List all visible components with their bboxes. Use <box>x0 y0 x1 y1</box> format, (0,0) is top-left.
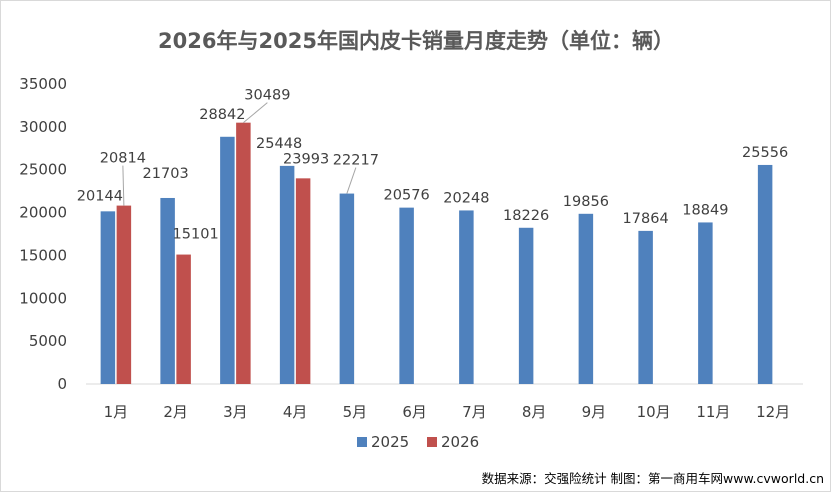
bars <box>100 122 773 384</box>
y-tick-label: 35000 <box>19 75 67 93</box>
x-axis: 1月 2月 3月 4月 5月 6月 7月 8月 9月 10月 11月 12月 <box>104 403 791 421</box>
label-leader-line <box>346 167 357 194</box>
y-tick-label: 30000 <box>19 118 67 136</box>
data-label: 21703 <box>143 166 189 182</box>
x-tick-label: 9月 <box>582 403 607 421</box>
legend-swatch-2026 <box>427 437 437 447</box>
bar-2025 <box>698 222 713 384</box>
legend-label-2026: 2026 <box>441 433 479 451</box>
legend-label-2025: 2025 <box>371 433 409 451</box>
y-tick-label: 25000 <box>19 161 67 179</box>
y-tick-label: 15000 <box>19 246 67 264</box>
y-axis: 0 5000 10000 15000 20000 25000 30000 35000 <box>19 75 67 393</box>
x-tick-label: 1月 <box>104 403 129 421</box>
data-labels: 20144 21703 28842 25448 22217 20576 20248 18226… <box>77 88 788 243</box>
data-label: 18226 <box>503 208 549 224</box>
bar-2025 <box>757 164 773 384</box>
x-tick-label: 5月 <box>343 403 368 421</box>
y-tick-label: 20000 <box>19 204 67 222</box>
label-leader-line <box>122 165 125 206</box>
chart-title: 2026年与2025年国内皮卡销量月度走势（单位：辆） <box>158 29 674 53</box>
bar-2025 <box>399 207 414 384</box>
bar-2025 <box>220 136 235 384</box>
bar-2026 <box>236 122 251 384</box>
x-tick-label: 7月 <box>462 403 487 421</box>
data-label: 28842 <box>199 107 245 123</box>
data-label: 18849 <box>682 202 728 218</box>
x-tick-label: 2月 <box>163 403 188 421</box>
x-tick-label: 4月 <box>283 403 308 421</box>
y-tick-label: 0 <box>57 375 67 393</box>
data-label: 15101 <box>173 227 219 243</box>
data-label: 20814 <box>100 151 146 167</box>
y-tick-label: 5000 <box>29 332 67 350</box>
data-label: 30489 <box>244 88 290 104</box>
legend: 2025 2026 <box>357 433 479 451</box>
data-label: 20248 <box>443 190 489 206</box>
x-tick-label: 12月 <box>756 403 790 421</box>
bar-2026 <box>116 205 132 384</box>
data-label: 17864 <box>623 211 669 227</box>
data-label: 23993 <box>283 151 329 167</box>
bar-2025 <box>578 213 594 384</box>
bar-2025 <box>339 193 355 384</box>
data-label: 22217 <box>333 153 379 169</box>
source-note: 数据来源：交强险统计 制图：第一商用车网www.cvworld.cn <box>482 471 824 486</box>
x-tick-label: 3月 <box>223 403 248 421</box>
bar-2025 <box>518 227 534 384</box>
x-tick-label: 11月 <box>696 403 730 421</box>
bar-2026 <box>176 254 191 384</box>
legend-swatch-2025 <box>357 437 367 447</box>
label-leader-line <box>243 102 268 124</box>
bar-2025 <box>638 230 653 384</box>
data-label: 25556 <box>742 145 788 161</box>
data-label: 25448 <box>256 136 302 152</box>
bar-2026 <box>295 178 311 384</box>
y-tick-label: 10000 <box>19 289 67 307</box>
data-label: 19856 <box>563 194 609 210</box>
bar-2025 <box>100 211 116 384</box>
data-label: 20576 <box>384 188 430 204</box>
x-tick-label: 10月 <box>637 403 671 421</box>
data-label: 20144 <box>77 188 123 204</box>
x-tick-label: 8月 <box>522 403 547 421</box>
x-tick-label: 6月 <box>402 403 427 421</box>
bar-2025 <box>279 165 295 384</box>
bar-2025 <box>459 210 474 384</box>
bar-2025 <box>160 197 175 384</box>
